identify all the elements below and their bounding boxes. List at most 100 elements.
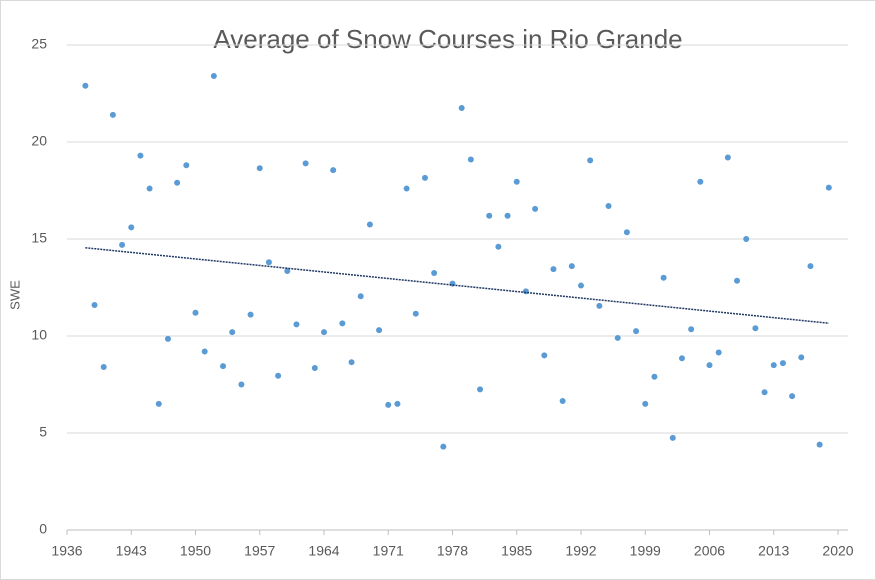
point bbox=[697, 178, 704, 185]
point bbox=[807, 263, 814, 270]
point bbox=[357, 293, 364, 300]
point bbox=[192, 309, 199, 316]
point bbox=[155, 400, 162, 407]
point bbox=[715, 349, 722, 356]
x-tick-label: 1950 bbox=[180, 543, 211, 559]
point bbox=[201, 348, 208, 355]
point bbox=[403, 185, 410, 192]
chart-title: Average of Snow Courses in Rio Grande bbox=[213, 24, 682, 54]
point bbox=[660, 274, 667, 281]
point bbox=[256, 165, 263, 172]
trendline bbox=[85, 247, 829, 324]
point bbox=[284, 268, 291, 275]
point bbox=[614, 334, 621, 341]
x-tick-label: 1985 bbox=[501, 543, 532, 559]
y-tick-label: 15 bbox=[31, 230, 47, 246]
point bbox=[633, 328, 640, 335]
point bbox=[779, 360, 786, 367]
point bbox=[265, 259, 272, 266]
y-axis-label: SWE bbox=[7, 280, 22, 310]
y-tick-label: 20 bbox=[31, 133, 47, 149]
point bbox=[311, 365, 318, 372]
point bbox=[642, 400, 649, 407]
point bbox=[651, 373, 658, 380]
point bbox=[825, 184, 832, 191]
x-tick-label: 2013 bbox=[758, 543, 789, 559]
point bbox=[82, 82, 89, 89]
point bbox=[688, 326, 695, 333]
point bbox=[302, 160, 309, 167]
x-tick-label: 1964 bbox=[308, 543, 339, 559]
x-tick-label: 2006 bbox=[694, 543, 725, 559]
point bbox=[339, 320, 346, 327]
point bbox=[568, 263, 575, 270]
point bbox=[174, 179, 181, 186]
point bbox=[816, 441, 823, 448]
point bbox=[559, 397, 566, 404]
x-tick-label: 1943 bbox=[116, 543, 147, 559]
x-tick-label: 1971 bbox=[373, 543, 404, 559]
point bbox=[513, 178, 520, 185]
point bbox=[137, 152, 144, 159]
point bbox=[532, 205, 539, 212]
point bbox=[678, 355, 685, 362]
point bbox=[495, 243, 502, 250]
point bbox=[761, 389, 768, 396]
point bbox=[743, 236, 750, 242]
point bbox=[128, 224, 135, 231]
x-tick-label: 1936 bbox=[51, 543, 82, 559]
point bbox=[366, 221, 373, 228]
point bbox=[669, 434, 676, 441]
point bbox=[504, 212, 511, 219]
point bbox=[752, 325, 759, 332]
point bbox=[348, 359, 355, 366]
y-tick-label: 10 bbox=[31, 327, 47, 343]
point bbox=[293, 321, 300, 328]
point bbox=[623, 229, 630, 236]
point bbox=[587, 157, 594, 164]
point bbox=[798, 354, 805, 361]
x-tick-label: 1999 bbox=[630, 543, 661, 559]
point bbox=[385, 401, 392, 408]
point bbox=[522, 288, 529, 295]
point bbox=[770, 362, 777, 369]
x-tick-label: 2020 bbox=[822, 543, 853, 559]
point bbox=[164, 335, 171, 342]
point bbox=[247, 311, 254, 318]
y-tick-label: 0 bbox=[39, 521, 47, 537]
point bbox=[321, 329, 327, 336]
y-tick-label: 5 bbox=[39, 424, 47, 440]
point bbox=[183, 162, 190, 169]
point bbox=[734, 277, 741, 284]
point bbox=[146, 185, 153, 192]
point bbox=[330, 167, 337, 174]
point bbox=[376, 327, 383, 334]
point bbox=[550, 266, 557, 273]
point bbox=[605, 203, 612, 210]
point bbox=[119, 241, 126, 248]
point bbox=[238, 381, 245, 388]
point bbox=[109, 111, 116, 118]
point bbox=[91, 301, 98, 308]
point bbox=[486, 212, 493, 219]
point bbox=[394, 400, 401, 407]
point bbox=[458, 105, 465, 112]
point bbox=[229, 329, 236, 336]
point bbox=[100, 364, 107, 371]
point bbox=[412, 310, 419, 317]
point bbox=[275, 372, 282, 379]
x-tick-label: 1978 bbox=[437, 543, 468, 559]
point bbox=[220, 363, 227, 370]
point bbox=[210, 73, 217, 80]
point bbox=[789, 393, 796, 400]
x-tick-label: 1957 bbox=[244, 543, 275, 559]
point bbox=[477, 386, 484, 393]
point bbox=[467, 156, 474, 163]
point bbox=[421, 174, 428, 181]
point bbox=[440, 443, 447, 450]
point bbox=[724, 154, 731, 161]
x-tick-label: 1992 bbox=[565, 543, 596, 559]
point bbox=[578, 282, 584, 289]
